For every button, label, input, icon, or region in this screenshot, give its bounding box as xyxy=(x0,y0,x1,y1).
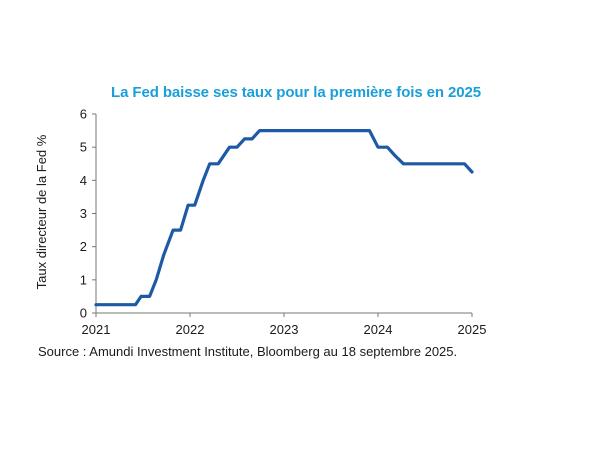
chart-title: La Fed baisse ses taux pour la première … xyxy=(111,84,481,101)
y-tick-label: 6 xyxy=(80,107,87,122)
plot-area xyxy=(94,129,474,307)
x-tick-label: 2021 xyxy=(82,322,111,337)
y-axis-title: Taux directeur de la Fed % xyxy=(34,134,49,289)
y-tick-label: 5 xyxy=(80,140,87,155)
y-tick-label: 3 xyxy=(80,206,87,221)
x-tick-label: 2024 xyxy=(364,322,393,337)
series-line xyxy=(94,129,474,307)
source-note: Source : Amundi Investment Institute, Bl… xyxy=(38,344,458,359)
x-tick-label: 2025 xyxy=(458,322,487,337)
y-tick-label: 2 xyxy=(80,239,87,254)
y-tick-label: 4 xyxy=(80,173,87,188)
y-tick-label: 1 xyxy=(80,272,87,287)
ticks: 0 1 2 3 4 5 6 2021 2022 2023 2024 2025 xyxy=(80,107,487,338)
x-tick-label: 2023 xyxy=(270,322,299,337)
axes xyxy=(95,114,472,314)
y-tick-label: 0 xyxy=(80,306,87,321)
x-tick-label: 2022 xyxy=(176,322,205,337)
